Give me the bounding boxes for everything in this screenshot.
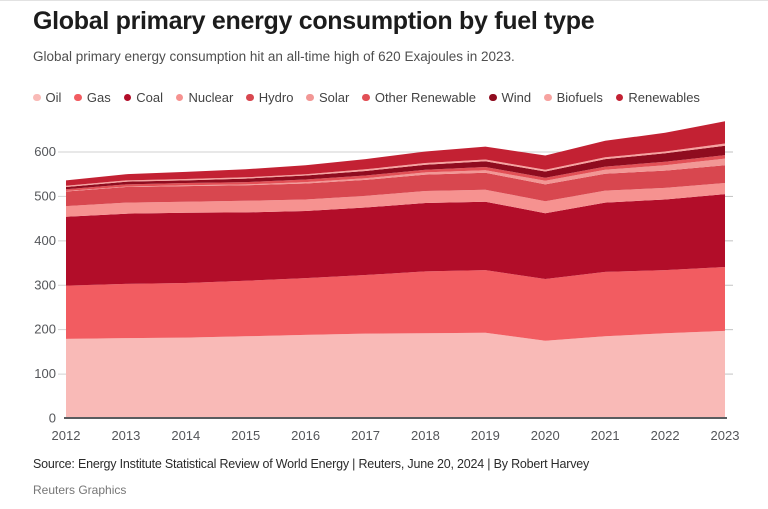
legend-label: Biofuels [556,90,603,105]
legend-item-gas: Gas [74,90,111,105]
legend-label: Hydro [258,90,294,105]
legend-dot-icon [175,93,184,102]
area-coal [66,194,725,286]
legend-item-solar: Solar [306,90,349,105]
legend-label: Oil [45,90,62,105]
x-tick-label-2021: 2021 [591,428,620,443]
x-tick-label-2022: 2022 [651,428,680,443]
y-tick-label-500: 500 [34,188,56,203]
area-gas [66,267,725,341]
y-tick-label-100: 100 [34,366,56,381]
chart-legend: Oil Gas Coal Nuclear Hydro Solar Other Renewab… [33,90,700,105]
x-tick-label-2018: 2018 [411,428,440,443]
area-renewables [66,121,725,186]
legend-dot-icon [123,93,132,102]
legend-dot-icon [74,93,82,102]
area-oil [66,330,725,418]
legend-label: Gas [86,90,111,105]
area-solar [66,158,725,192]
x-tick-label-2013: 2013 [111,428,140,443]
area-nuclear [66,183,725,217]
x-tick-label-2017: 2017 [351,428,380,443]
legend-dot-icon [615,93,624,102]
chart-subtitle: Global primary energy consumption hit an… [33,49,515,64]
legend-label: Wind [501,90,532,105]
y-tick-label-0: 0 [49,411,56,426]
x-tick-label-2019: 2019 [471,428,500,443]
legend-dot-icon [33,93,41,102]
x-tick-label-2012: 2012 [52,428,81,443]
legend-dot-icon [489,93,497,102]
legend-item-renewables: Renewables [615,90,700,105]
legend-item-oil: Oil [33,90,61,105]
legend-dot-icon [306,93,314,102]
legend-label: Renewables [628,90,700,105]
y-tick-label-600: 600 [34,144,56,159]
area-other-renewable [66,155,725,191]
area-hydro [66,165,725,207]
legend-item-coal: Coal [123,90,163,105]
legend-label: Solar [318,90,350,105]
area-wind [66,145,725,190]
legend-label: Coal [136,90,163,105]
legend-item-nuclear: Nuclear [175,90,234,105]
y-tick-label-400: 400 [34,233,56,248]
x-tick-label-2020: 2020 [531,428,560,443]
x-tick-label-2015: 2015 [231,428,260,443]
source-line: Source: Energy Institute Statistical Rev… [33,457,590,471]
x-tick-label-2016: 2016 [291,428,320,443]
page-title: Global primary energy consumption by fue… [33,7,595,35]
legend-dot-icon [362,93,370,102]
y-tick-label-300: 300 [34,277,56,292]
legend-item-wind: Wind [489,90,531,105]
legend-dot-icon [246,93,254,102]
legend-label: Nuclear [188,90,234,105]
legend-item-biofuels: Biofuels [544,90,603,105]
reuters-graphics-credit: Reuters Graphics [33,483,127,497]
legend-item-hydro: Hydro [246,90,293,105]
x-tick-label-2014: 2014 [171,428,200,443]
energy-stacked-area-chart: 0 100 200 300 400 500 600 2012 2013 2014 2015 2016 2… [34,121,740,443]
x-tick-label-2023: 2023 [711,428,740,443]
legend-label: Other Renewable [374,90,476,105]
y-tick-label-200: 200 [34,322,56,337]
legend-dot-icon [544,93,552,102]
legend-item-other-renewable: Other Renewable [362,90,476,105]
